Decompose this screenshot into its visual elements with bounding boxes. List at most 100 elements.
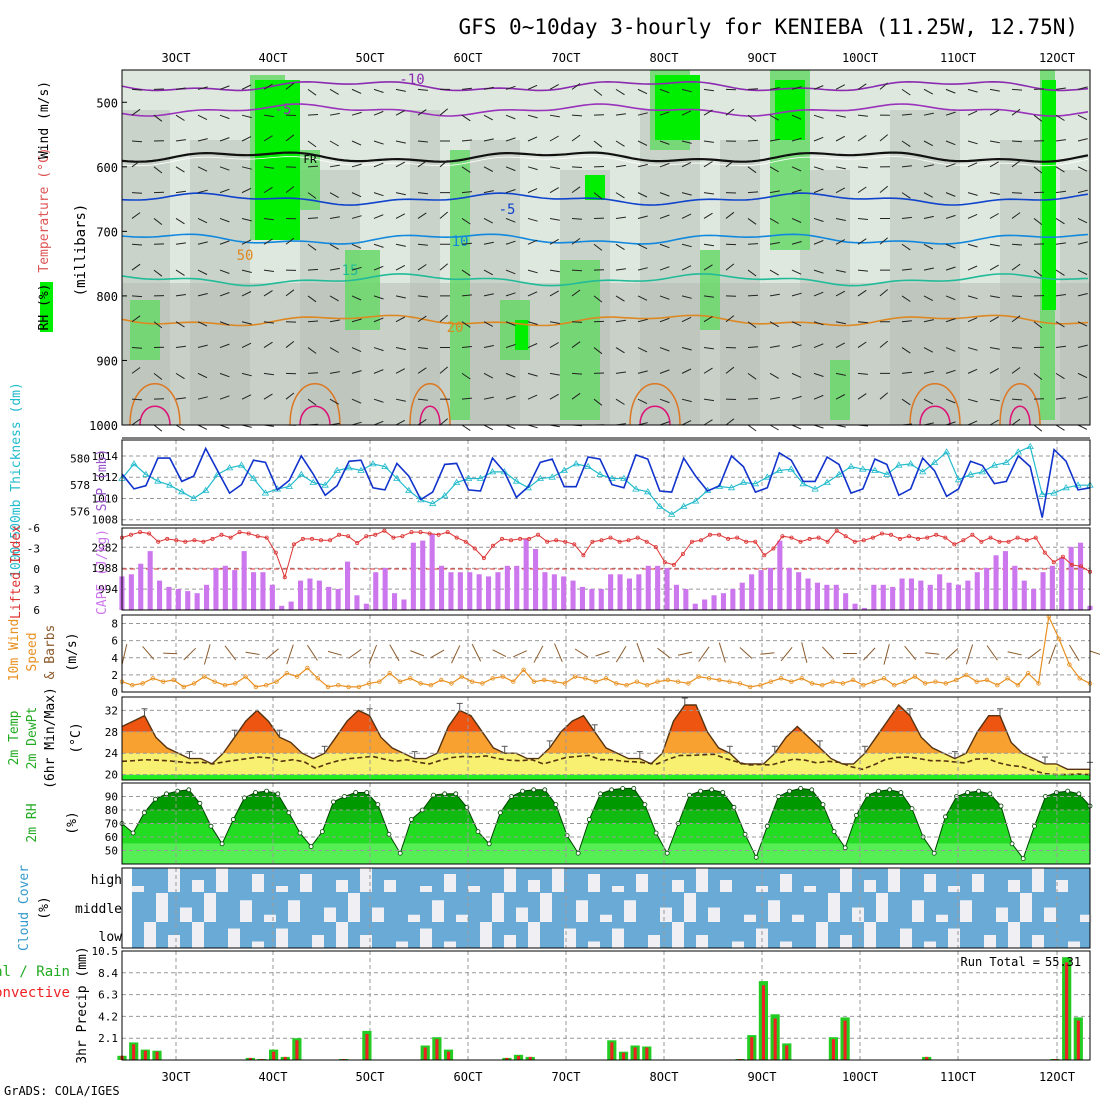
wind-speed-point	[253, 684, 259, 690]
wind-barb	[637, 318, 648, 323]
rh-point	[653, 830, 659, 836]
wind-speed-point	[789, 679, 794, 684]
wind-speed-point	[274, 679, 279, 684]
li-point	[174, 538, 179, 543]
wind-barb	[725, 315, 735, 323]
wind-barb	[461, 139, 472, 142]
hot-contour	[299, 405, 331, 426]
cloud-gap	[192, 922, 204, 948]
wind-barb	[285, 289, 295, 297]
wind-barb	[329, 164, 340, 168]
wind-speed-point	[686, 681, 691, 686]
wind-barb	[219, 114, 230, 120]
wind-barb	[395, 243, 406, 247]
li-point	[1060, 554, 1065, 559]
wind-barb	[813, 217, 824, 222]
wind-speed-point	[665, 677, 670, 683]
cape-bar	[316, 580, 322, 610]
wind-barb	[527, 166, 538, 171]
wind-barb	[571, 289, 581, 297]
cloud-gap	[516, 907, 528, 922]
wind-speed-point	[984, 677, 990, 683]
wind-speed-point	[202, 674, 207, 679]
rh-point	[497, 810, 503, 816]
wind-speed-point	[861, 683, 866, 688]
wind-barb	[263, 321, 274, 324]
wind-barb	[1011, 212, 1021, 219]
rh-point	[253, 790, 258, 795]
wind-barb	[351, 140, 362, 146]
temp-tick-label: 32	[105, 704, 118, 717]
rh-green-streak	[830, 360, 850, 420]
wind-barb	[615, 164, 626, 168]
wind-barb	[395, 264, 406, 271]
cloud-gap	[672, 922, 684, 948]
temp-minmax-label: (6hr Min/Max)	[43, 687, 58, 789]
wind-barb	[263, 135, 273, 142]
wind-barb	[967, 317, 978, 323]
wind-barb	[197, 189, 208, 194]
rh-point	[842, 845, 848, 851]
wind-barb	[615, 216, 626, 219]
cape-bar	[1068, 546, 1074, 610]
precip-conv-bar	[505, 1057, 509, 1060]
li-point	[1051, 560, 1056, 565]
wind-barb	[637, 112, 648, 116]
cloud-gap	[372, 907, 384, 922]
wind-barb	[791, 344, 802, 349]
li-point	[726, 536, 731, 541]
wind-barb	[1033, 424, 1043, 432]
wind-barb	[835, 290, 846, 297]
cloud-gap	[588, 874, 600, 892]
wind-barb	[945, 140, 956, 146]
cloud-gap	[1020, 893, 1032, 922]
wind-speed-point	[294, 674, 300, 679]
temperature-axis-label: Temperature (°C)	[37, 147, 52, 272]
wind-barb	[989, 161, 999, 168]
li-point	[907, 534, 912, 539]
pressure-tick-label: 1000	[89, 419, 118, 433]
wind-barb	[1011, 243, 1023, 246]
rh-bright-streak	[585, 175, 605, 200]
rh-point	[720, 790, 726, 795]
wind-barb	[219, 269, 230, 274]
thickness-point	[1026, 442, 1034, 449]
wind-barb	[219, 372, 230, 378]
wind-barb	[505, 292, 516, 297]
li-point	[391, 535, 396, 540]
cape-bar	[448, 572, 454, 610]
li-point	[988, 535, 993, 540]
wind-barb	[241, 394, 252, 400]
thickness-point	[787, 465, 795, 472]
cloud-gap	[228, 928, 240, 948]
li-point	[355, 541, 360, 546]
cloud-gap	[708, 907, 720, 922]
wind-barb	[791, 189, 802, 194]
wind-speed-point	[603, 676, 609, 681]
cape-bar	[758, 570, 764, 610]
rh-fill-band	[122, 843, 1090, 864]
surface-wind-barb	[348, 648, 362, 659]
wind-barb	[989, 264, 999, 271]
wind-barb	[901, 371, 912, 374]
wind-speed-point	[1077, 676, 1082, 681]
precip-conv-bar	[155, 1051, 159, 1060]
wind-barb	[241, 342, 252, 348]
cloud-row-label: low	[99, 930, 123, 945]
wind-barb	[1077, 372, 1088, 379]
rh-point	[609, 787, 614, 793]
wind-barb	[571, 83, 581, 90]
cloud-gap	[744, 914, 756, 922]
wind-speed-point	[768, 679, 773, 684]
wind-barb	[835, 135, 846, 142]
wind-speed-point	[614, 681, 619, 686]
wind-speed-point	[1005, 676, 1010, 681]
thickness-point	[166, 481, 174, 488]
wind-barb	[373, 420, 384, 426]
surface-wind-barb	[513, 650, 528, 658]
thickness-point	[440, 492, 449, 499]
rh-point	[631, 786, 637, 791]
cloud-gap	[696, 935, 708, 948]
wind-barb	[1055, 397, 1066, 400]
li-point	[925, 535, 930, 540]
